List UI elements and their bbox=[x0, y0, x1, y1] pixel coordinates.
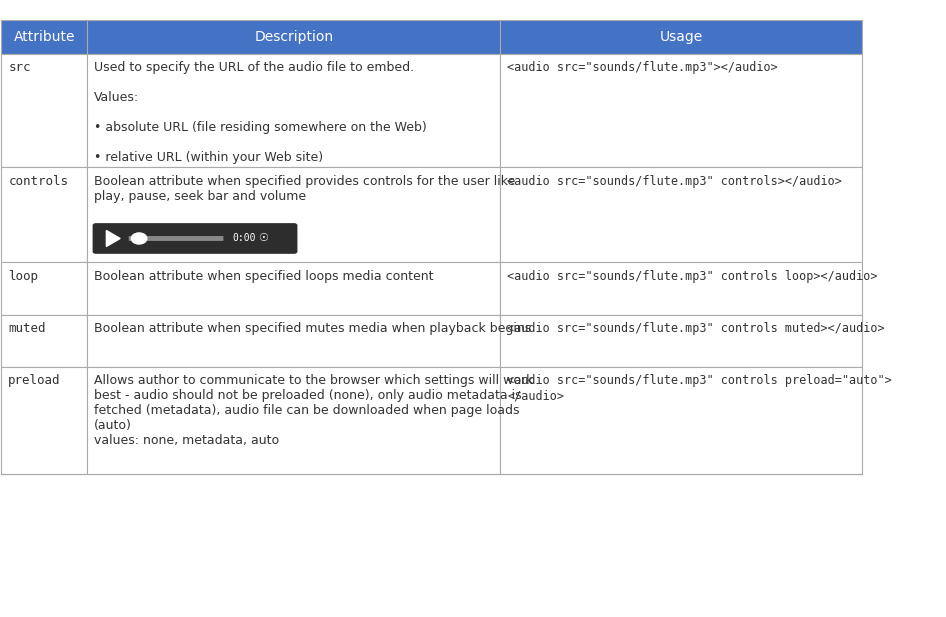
FancyBboxPatch shape bbox=[87, 20, 500, 54]
Text: Boolean attribute when specified mutes media when playback begins: Boolean attribute when specified mutes m… bbox=[95, 322, 532, 335]
Text: controls: controls bbox=[9, 175, 68, 188]
Text: preload: preload bbox=[9, 375, 61, 387]
Text: loop: loop bbox=[9, 270, 38, 283]
FancyBboxPatch shape bbox=[500, 367, 862, 474]
Text: Boolean attribute when specified loops media content: Boolean attribute when specified loops m… bbox=[95, 270, 434, 283]
FancyBboxPatch shape bbox=[500, 167, 862, 262]
Text: Usage: Usage bbox=[659, 30, 703, 44]
FancyBboxPatch shape bbox=[1, 20, 87, 54]
Text: Used to specify the URL of the audio file to embed.

Values:

• absolute URL (fi: Used to specify the URL of the audio fil… bbox=[95, 61, 427, 164]
FancyBboxPatch shape bbox=[87, 54, 500, 167]
FancyBboxPatch shape bbox=[87, 167, 500, 262]
FancyBboxPatch shape bbox=[1, 315, 87, 367]
Circle shape bbox=[131, 233, 147, 244]
Text: <audio src="sounds/flute.mp3"></audio>: <audio src="sounds/flute.mp3"></audio> bbox=[507, 61, 779, 74]
Text: <audio src="sounds/flute.mp3" controls></audio>: <audio src="sounds/flute.mp3" controls><… bbox=[507, 175, 842, 188]
FancyBboxPatch shape bbox=[87, 367, 500, 474]
Text: Allows author to communicate to the browser which settings will work
best - audi: Allows author to communicate to the brow… bbox=[95, 375, 534, 447]
Text: Attribute: Attribute bbox=[13, 30, 75, 44]
FancyBboxPatch shape bbox=[93, 223, 297, 254]
Text: muted: muted bbox=[9, 322, 45, 335]
Text: src: src bbox=[9, 61, 31, 74]
FancyBboxPatch shape bbox=[500, 20, 862, 54]
FancyBboxPatch shape bbox=[1, 262, 87, 315]
FancyBboxPatch shape bbox=[500, 54, 862, 167]
FancyBboxPatch shape bbox=[1, 367, 87, 474]
FancyBboxPatch shape bbox=[500, 262, 862, 315]
FancyBboxPatch shape bbox=[129, 236, 223, 241]
Text: Description: Description bbox=[254, 30, 334, 44]
Text: ☉: ☉ bbox=[258, 233, 268, 244]
Text: <audio src="sounds/flute.mp3" controls preload="auto">
</audio>: <audio src="sounds/flute.mp3" controls p… bbox=[507, 375, 892, 402]
Text: 0:00: 0:00 bbox=[232, 233, 255, 244]
FancyBboxPatch shape bbox=[1, 167, 87, 262]
FancyBboxPatch shape bbox=[87, 262, 500, 315]
FancyBboxPatch shape bbox=[1, 54, 87, 167]
Text: <audio src="sounds/flute.mp3" controls loop></audio>: <audio src="sounds/flute.mp3" controls l… bbox=[507, 270, 878, 283]
Text: Boolean attribute when specified provides controls for the user like
play, pause: Boolean attribute when specified provide… bbox=[95, 175, 516, 202]
Text: <audio src="sounds/flute.mp3" controls muted></audio>: <audio src="sounds/flute.mp3" controls m… bbox=[507, 322, 885, 335]
Polygon shape bbox=[106, 231, 120, 246]
FancyBboxPatch shape bbox=[87, 315, 500, 367]
FancyBboxPatch shape bbox=[500, 315, 862, 367]
